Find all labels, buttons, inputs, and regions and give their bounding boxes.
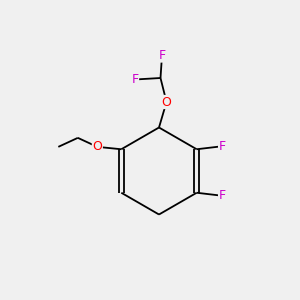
Text: F: F — [158, 49, 166, 62]
Text: O: O — [162, 95, 171, 109]
Text: F: F — [131, 73, 139, 86]
Text: F: F — [219, 189, 226, 202]
Text: F: F — [219, 140, 226, 153]
Text: O: O — [92, 140, 102, 153]
